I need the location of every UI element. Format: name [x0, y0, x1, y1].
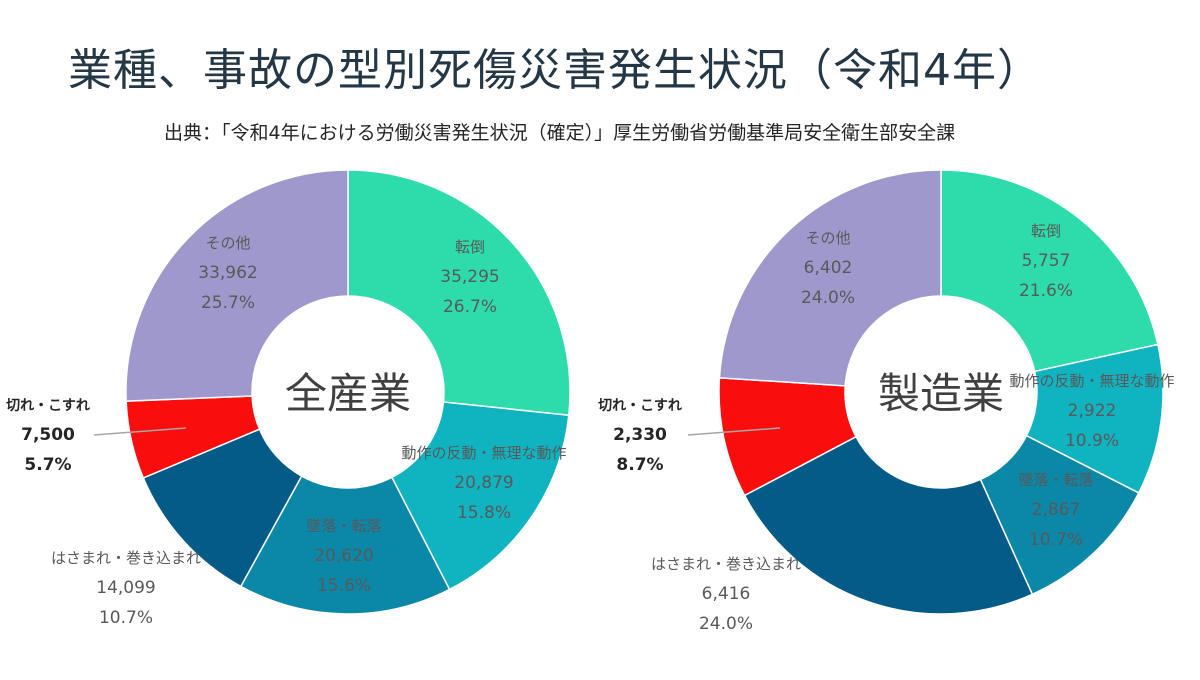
slice-label-percent: 21.6% [1019, 281, 1073, 301]
slice-label-category: その他 [805, 229, 850, 247]
leader-line [687, 427, 781, 436]
slice-label-value: 20,620 [314, 546, 373, 566]
slice-label-category: 動作の反動・無理な動作 [1009, 372, 1174, 390]
slice-label-value: 35,295 [440, 267, 499, 287]
slice-label-value: 7,500 [21, 425, 75, 445]
slice-label-value: 2,330 [613, 425, 667, 445]
slice-label-category: 墜落・転落 [306, 517, 381, 535]
slice-label-category: 墜落・転落 [1018, 471, 1093, 489]
slice-label-percent: 8.7% [616, 455, 663, 475]
donut-slice [125, 169, 349, 402]
slice-label-percent: 26.7% [443, 297, 497, 317]
page-title: 業種、事故の型別死傷災害発生状況（令和4年） [68, 45, 1042, 96]
slice-label-percent: 25.7% [201, 293, 255, 313]
slice-label-value: 6,402 [804, 258, 853, 278]
slice-label-value: 20,879 [454, 473, 513, 493]
slice-label-percent: 10.9% [1065, 431, 1119, 451]
leader-line [93, 427, 187, 436]
slice-label-category: はさまれ・巻き込まれ [651, 555, 801, 573]
slice-label-percent: 10.7% [1029, 530, 1083, 550]
slice-label-value: 2,867 [1032, 500, 1081, 520]
center-label: 全産業 [285, 369, 411, 418]
slice-label-value: 6,416 [702, 584, 751, 604]
slice-label-value: 33,962 [198, 263, 257, 283]
slice-label-value: 14,099 [96, 578, 155, 598]
source-citation: 出典：「令和4年における労働災害発生状況（確定）」厚生労働省労働基準局安全衛生部… [164, 122, 956, 144]
slice-label-category: その他 [205, 234, 250, 252]
slice-label-percent: 5.7% [24, 455, 71, 475]
slice-label-percent: 10.7% [99, 608, 153, 628]
slice-label-percent: 24.0% [699, 614, 753, 634]
donut-chart-2: 製造業 転倒 5,757 21.6% 動作の反動・無理な動作 2,922 10.9% 墜落・転… [598, 169, 1175, 634]
slice-label-percent: 15.8% [457, 503, 511, 523]
center-label: 製造業 [878, 369, 1004, 418]
donut-slice [743, 435, 1034, 615]
slice-label-percent: 15.6% [317, 576, 371, 596]
slice-label-value: 5,757 [1022, 251, 1071, 271]
donut-chart-1: 全産業 転倒 35,295 26.7% 動作の反動・無理な動作 20,879 15.8% 墜落… [6, 169, 571, 628]
donut-slice [940, 169, 1159, 373]
donut-slice [718, 169, 942, 387]
slice-label-category: 転倒 [1031, 222, 1061, 240]
donut-slice [347, 169, 571, 417]
slice-label-category: はさまれ・巻き込まれ [51, 549, 201, 567]
slice-label-category: 転倒 [455, 238, 485, 256]
donut-slice [239, 475, 451, 615]
donut-slice [979, 434, 1140, 596]
donut-slice [390, 401, 570, 591]
slice-label-percent: 24.0% [801, 288, 855, 308]
slice-label-category: 切れ・こすれ [598, 398, 682, 414]
slice-label-value: 2,922 [1068, 401, 1117, 421]
slice-label-category: 動作の反動・無理な動作 [401, 444, 566, 462]
slice-label-category: 切れ・こすれ [6, 398, 90, 414]
